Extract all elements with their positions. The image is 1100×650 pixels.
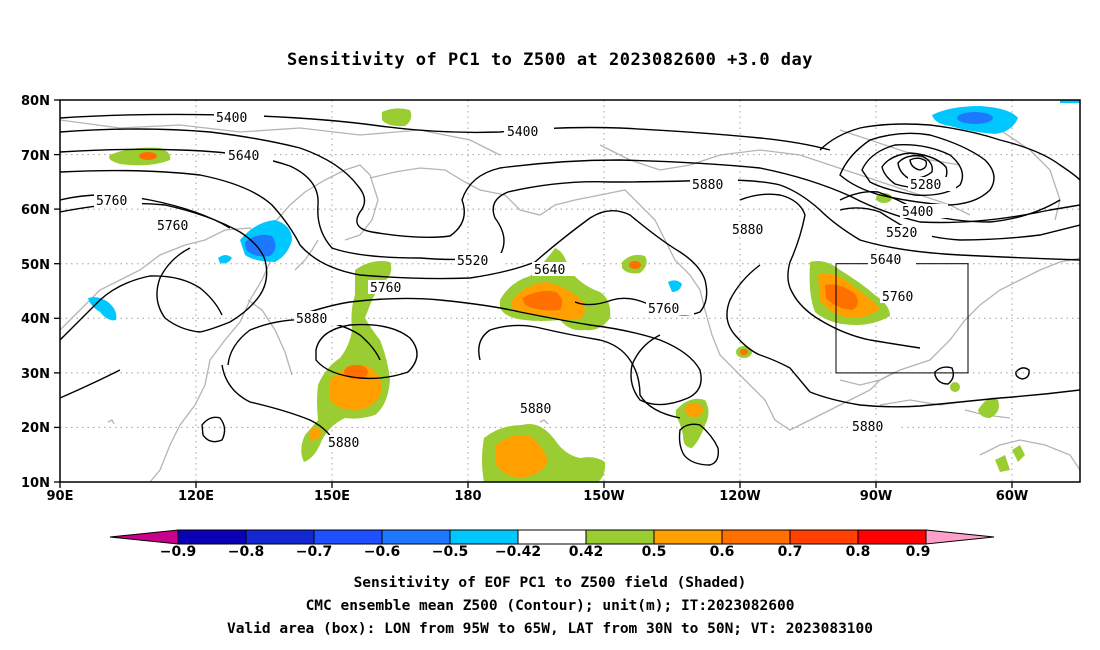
latitude-labels: 80N 70N 60N 50N 40N 30N 20N 10N [21,94,50,491]
contour-label: 5880 [732,223,763,238]
lat-label: 40N [21,312,50,327]
caption-contour: CMC ensemble mean Z500 (Contour); unit(m… [305,598,795,614]
contour-label: 5880 [520,402,551,417]
lat-label: 20N [21,421,50,436]
contour-label: 5640 [534,263,565,278]
colorbar-tick-label: 0.42 [569,544,604,560]
colorbar-swatch [313,529,383,545]
colorbar-tick-label: −0.42 [495,544,541,560]
colorbar-underflow-arrow [109,529,179,545]
lat-label: 10N [21,476,50,491]
lon-label: 150W [583,489,624,504]
contour-label: 5880 [852,420,883,435]
colorbar-tick-label: 0.9 [906,544,931,560]
contour-label: 5640 [228,149,259,164]
colorbar-swatch [857,529,927,545]
lon-label: 120W [719,489,760,504]
colorbar-swatch [245,529,315,545]
colorbar-tick-label: 0.5 [642,544,667,560]
lon-label: 120E [178,489,214,504]
contour-label: 5520 [457,254,488,269]
sensitivity-shading [88,100,1080,482]
caption-valid-area: Valid area (box): LON from 95W to 65W, L… [226,621,873,637]
colorbar-swatch [517,529,587,545]
contour-label: 5520 [886,226,917,241]
contour-label: 5400 [216,111,247,126]
plot-frame [59,99,1081,483]
map-title: Sensitivity of PC1 to Z500 at 2023082600… [286,50,813,70]
colorbar-tick-label: −0.8 [228,544,265,560]
colorbar-tick-label: −0.5 [432,544,469,560]
lon-label: 90W [860,489,892,504]
axis-ticks [54,99,1013,488]
colorbar-tick-label: 0.7 [778,544,803,560]
colorbar-swatch [381,529,451,545]
lat-label: 60N [21,203,50,218]
colorbar-labels: −0.9 −0.8 −0.7 −0.6 −0.5 −0.42 0.42 0.5 … [160,544,931,560]
colorbar-swatch [721,529,791,545]
colorbar-tick-label: −0.9 [160,544,197,560]
contour-label: 5880 [692,178,723,193]
colorbar-swatch [789,529,859,545]
contour-label: 5880 [296,312,327,327]
contour-label: 5760 [648,302,679,317]
colorbar-tick-label: −0.7 [296,544,333,560]
contour-label: 5760 [882,290,913,305]
colorbar-overflow-arrow [925,529,995,545]
colorbar-tick-label: 0.6 [710,544,735,560]
contour-label: 5640 [870,253,901,268]
contour-labels: 5400 5400 5640 5760 5760 5520 5640 5760 … [94,110,956,451]
lat-label: 50N [21,258,50,273]
lon-label: 60W [996,489,1028,504]
lat-label: 30N [21,367,50,382]
colorbar-swatch [449,529,519,545]
colorbar-swatch [177,529,247,545]
longitude-labels: 90E 120E 150E 180 150W 120W 90W 60W [47,489,1029,504]
lat-label: 70N [21,149,50,164]
contour-label: 5400 [507,125,538,140]
colorbar-swatch [653,529,723,545]
lon-label: 150E [314,489,350,504]
caption-shaded: Sensitivity of EOF PC1 to Z500 field (Sh… [353,575,747,591]
colorbar-tick-label: 0.8 [846,544,871,560]
contour-label: 5400 [902,205,933,220]
contour-label: 5280 [910,178,941,193]
contour-label: 5760 [370,281,401,296]
colorbar [109,529,995,545]
colorbar-swatch [585,529,655,545]
colorbar-tick-label: −0.6 [364,544,401,560]
lon-label: 90E [47,489,74,504]
lat-label: 80N [21,94,50,109]
contour-label: 5760 [157,219,188,234]
contour-label: 5760 [96,194,127,209]
lon-label: 180 [454,489,481,504]
contour-label: 5880 [328,436,359,451]
